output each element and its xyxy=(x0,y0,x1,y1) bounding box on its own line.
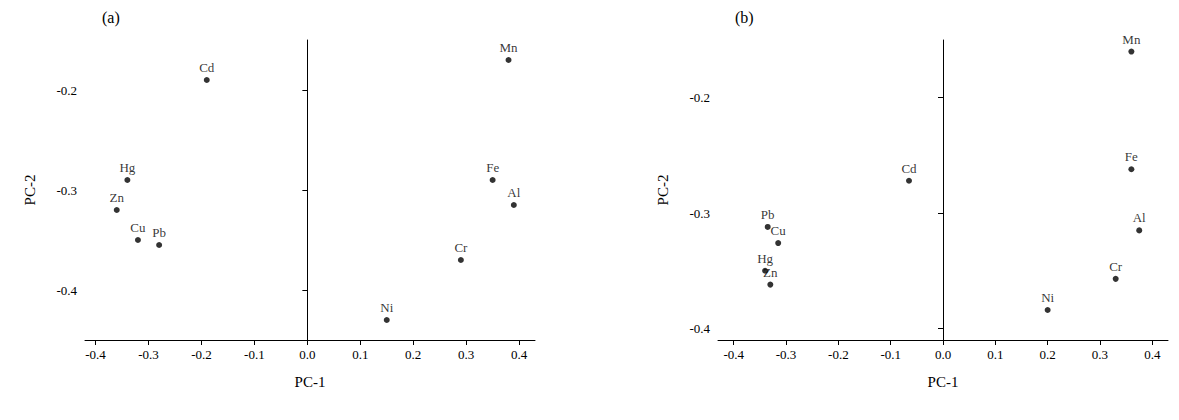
svg-text:Zn: Zn xyxy=(763,265,778,280)
svg-text:-0.3: -0.3 xyxy=(56,183,77,198)
svg-text:Mn: Mn xyxy=(1122,32,1141,47)
svg-text:0.2: 0.2 xyxy=(405,347,421,362)
svg-text:-0.3: -0.3 xyxy=(689,206,710,221)
svg-text:0.1: 0.1 xyxy=(352,347,368,362)
svg-text:0.4: 0.4 xyxy=(511,347,528,362)
svg-text:0.3: 0.3 xyxy=(1092,347,1108,362)
svg-text:0.2: 0.2 xyxy=(1040,347,1056,362)
svg-text:Mn: Mn xyxy=(499,40,518,55)
svg-text:-0.2: -0.2 xyxy=(56,83,77,98)
svg-text:Ni: Ni xyxy=(1041,290,1054,305)
svg-text:Cu: Cu xyxy=(130,220,146,235)
svg-text:Hg: Hg xyxy=(757,251,773,266)
svg-text:Zn: Zn xyxy=(110,190,125,205)
svg-text:PC-2: PC-2 xyxy=(22,175,38,206)
svg-text:0.0: 0.0 xyxy=(935,347,951,362)
svg-text:Pb: Pb xyxy=(761,207,775,222)
svg-text:-0.1: -0.1 xyxy=(244,347,265,362)
svg-text:Cr: Cr xyxy=(454,240,468,255)
svg-text:Al: Al xyxy=(507,185,520,200)
svg-text:-0.2: -0.2 xyxy=(828,347,849,362)
svg-text:Al: Al xyxy=(1133,210,1146,225)
svg-text:-0.4: -0.4 xyxy=(85,347,106,362)
svg-text:0.3: 0.3 xyxy=(458,347,474,362)
svg-text:0.1: 0.1 xyxy=(987,347,1003,362)
svg-text:(a): (a) xyxy=(102,9,120,27)
svg-text:Ni: Ni xyxy=(380,300,393,315)
svg-text:Hg: Hg xyxy=(119,160,135,175)
svg-text:-0.2: -0.2 xyxy=(689,90,710,105)
svg-text:-0.2: -0.2 xyxy=(191,347,212,362)
svg-text:-0.3: -0.3 xyxy=(138,347,159,362)
svg-text:0.4: 0.4 xyxy=(1144,347,1161,362)
svg-text:(b): (b) xyxy=(735,9,754,27)
svg-text:Fe: Fe xyxy=(1125,149,1138,164)
svg-text:Pb: Pb xyxy=(152,225,166,240)
svg-text:Cd: Cd xyxy=(901,161,917,176)
svg-text:Cr: Cr xyxy=(1109,259,1123,274)
svg-text:0.0: 0.0 xyxy=(299,347,315,362)
svg-text:-0.1: -0.1 xyxy=(880,347,901,362)
svg-text:PC-1: PC-1 xyxy=(295,374,326,390)
svg-text:-0.3: -0.3 xyxy=(776,347,797,362)
svg-text:PC-1: PC-1 xyxy=(928,374,959,390)
svg-text:-0.4: -0.4 xyxy=(56,283,77,298)
svg-text:-0.4: -0.4 xyxy=(723,347,744,362)
svg-text:Cu: Cu xyxy=(771,223,787,238)
svg-text:PC-2: PC-2 xyxy=(655,175,671,206)
svg-text:Fe: Fe xyxy=(486,160,499,175)
svg-text:-0.4: -0.4 xyxy=(689,321,710,336)
svg-text:Cd: Cd xyxy=(199,60,215,75)
